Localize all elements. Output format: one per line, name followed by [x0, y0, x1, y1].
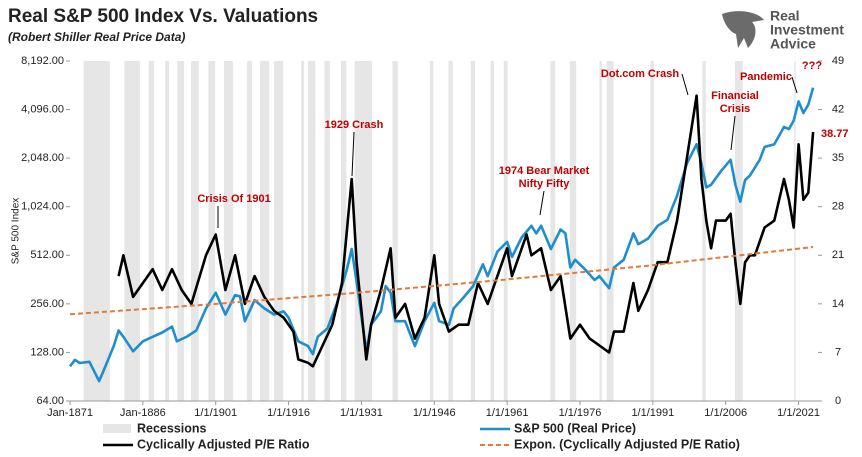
- y-tick-label: 512.00: [30, 249, 64, 261]
- y-tick-label: 2,048.00: [21, 152, 64, 164]
- recession-band: [569, 61, 577, 401]
- value-label: 38.77: [821, 128, 849, 140]
- annotation: Crisis Of 1901: [197, 193, 270, 205]
- logo-text: Investment: [770, 22, 844, 38]
- chart-subtitle: (Robert Shiller Real Price Data): [8, 30, 185, 44]
- logo-text: Advice: [770, 36, 816, 52]
- logo: Real Investment Advice: [722, 8, 844, 52]
- annotation: 1929 Crash: [325, 119, 384, 131]
- x-tick-label: 1/1/1916: [267, 407, 310, 419]
- y-axis-label: S&P 500 Index: [11, 198, 22, 265]
- recession-band: [324, 61, 330, 401]
- y2-tick-label: 49: [832, 55, 844, 67]
- recession-band: [503, 61, 508, 401]
- recession-band: [274, 61, 284, 401]
- x-tick-label: Jan-1886: [120, 407, 166, 419]
- legend-label: S&P 500 (Real Price): [514, 421, 636, 435]
- x-tick-label: 1/1/2006: [704, 407, 747, 419]
- recession-band: [83, 61, 110, 401]
- annotation: Pandemic: [740, 71, 792, 83]
- recession-band: [308, 61, 316, 401]
- y-tick-label: 64.00: [36, 395, 64, 407]
- y2-tick-label: 21: [832, 249, 844, 261]
- y2-tick-label: 0: [835, 395, 841, 407]
- annotation-leader: [681, 73, 689, 96]
- annotation-leader: [730, 115, 736, 151]
- legend-label: Expon. (Cyclically Adjusted P/E Ratio): [514, 437, 740, 451]
- recession-band: [190, 61, 199, 401]
- recession-band: [259, 61, 270, 401]
- recession-band: [148, 61, 155, 401]
- y2-tick-label: 7: [835, 346, 841, 358]
- recession-band: [341, 61, 347, 401]
- annotation: Nifty Fifty: [519, 178, 571, 190]
- recession-band: [165, 61, 170, 401]
- series-line: [68, 87, 815, 383]
- y-tick-label: 256.00: [30, 298, 64, 310]
- recession-band: [177, 61, 185, 401]
- annotation: ???: [802, 60, 822, 72]
- x-tick-label: 1/1/2021: [777, 407, 820, 419]
- recession-band: [470, 61, 476, 401]
- y-tick-label: 1,024.00: [21, 201, 64, 213]
- x-tick-label: 1/1/1931: [340, 407, 383, 419]
- x-tick-label: 1/1/1901: [194, 407, 237, 419]
- x-tick-label: 1/1/1946: [413, 407, 456, 419]
- recession-band: [246, 61, 253, 401]
- x-tick-label: 1/1/1976: [559, 407, 602, 419]
- y-tick-label: 4,096.00: [21, 103, 64, 115]
- y-tick-label: 8,192.00: [21, 55, 64, 67]
- recession-band: [208, 61, 216, 401]
- recession-band: [448, 61, 453, 401]
- logo-text: Real: [770, 8, 800, 24]
- recession-band: [794, 61, 796, 401]
- recession-band: [124, 61, 140, 401]
- series-line: [69, 246, 814, 316]
- annotation-leader: [791, 76, 798, 94]
- y2-tick-label: 35: [832, 152, 844, 164]
- y2-tick-label: 28: [832, 201, 844, 213]
- x-tick-label: 1/1/1961: [486, 407, 529, 419]
- annotation: Dot.com Crash: [601, 68, 680, 80]
- legend-swatch: [103, 424, 131, 433]
- legend-label: Cyclically Adjusted P/E Ratio: [137, 437, 310, 451]
- series-line: [117, 94, 815, 368]
- logo-mark: [722, 11, 764, 48]
- recession-band: [354, 61, 373, 401]
- recession-band: [702, 61, 706, 401]
- y2-tick-label: 14: [832, 298, 844, 310]
- annotation: Financial: [711, 90, 759, 102]
- x-tick-label: 1/1/1991: [631, 407, 674, 419]
- recession-band: [606, 61, 614, 401]
- chart-title: Real S&P 500 Index Vs. Valuations: [8, 6, 318, 27]
- annotation-leader: [539, 190, 545, 216]
- recession-band: [392, 61, 398, 401]
- recession-band: [223, 61, 234, 401]
- recession-band: [599, 61, 602, 401]
- y-tick-label: 128.00: [30, 346, 64, 358]
- recession-band: [490, 61, 495, 401]
- legend-label: Recessions: [137, 421, 207, 435]
- recession-band: [550, 61, 556, 401]
- annotation: 1974 Bear Market: [499, 165, 590, 177]
- recession-band: [429, 61, 434, 401]
- recession-band: [734, 61, 743, 401]
- x-tick-label: Jan-1871: [47, 407, 93, 419]
- annotation: Crisis: [720, 103, 751, 115]
- annotation-leader: [351, 131, 355, 177]
- recession-band: [301, 61, 305, 401]
- y2-tick-label: 42: [832, 103, 844, 115]
